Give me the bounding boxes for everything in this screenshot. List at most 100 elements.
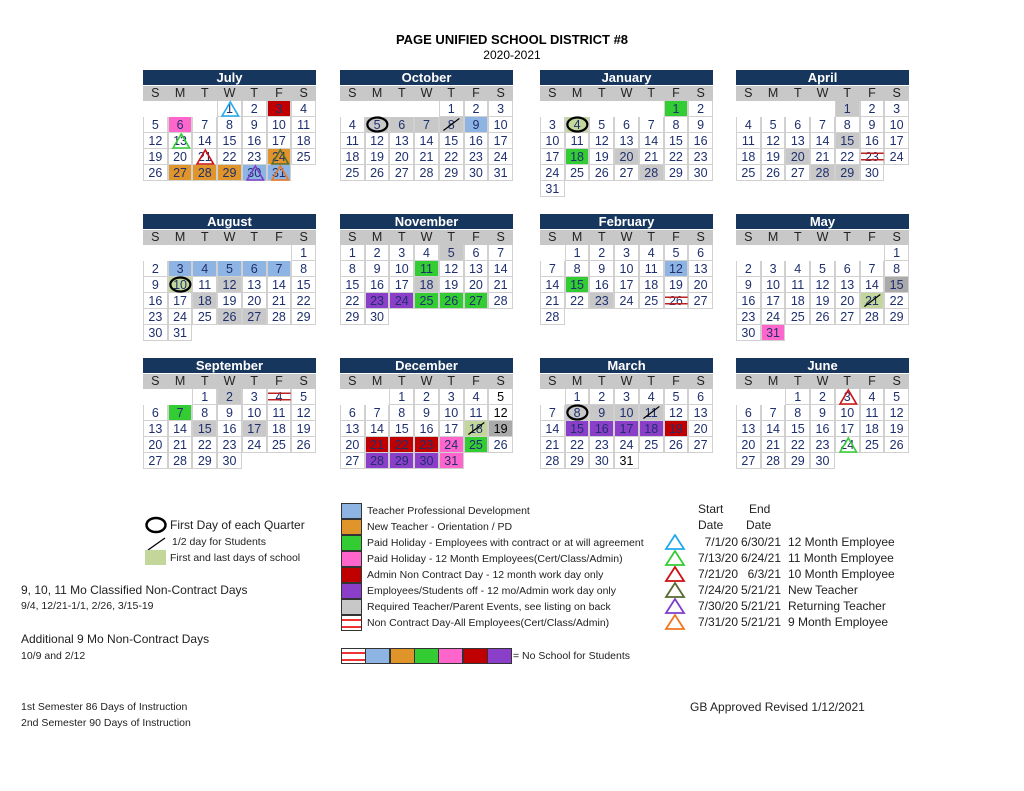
- day-cell: 5: [589, 117, 615, 133]
- legend-first-last: First and last days of school: [170, 552, 301, 564]
- day-cell: 30: [859, 165, 885, 181]
- day-cell: 31: [614, 453, 639, 469]
- day-cell: 16: [241, 133, 267, 149]
- day-cell: 29: [663, 165, 689, 181]
- day-cell: 25: [192, 309, 218, 325]
- day-cell: 7: [760, 405, 786, 421]
- weekday-header: S: [340, 86, 365, 101]
- day-cell: 4: [266, 389, 292, 405]
- day-cell: 10: [167, 276, 193, 293]
- day-cell: 20: [834, 293, 860, 309]
- empty-cell: [589, 101, 614, 117]
- month-title: February: [540, 214, 713, 230]
- day-cell: 4: [785, 261, 811, 277]
- day-cell: 22: [217, 149, 242, 165]
- day-cell: 4: [859, 389, 885, 405]
- day-cell: 28: [540, 453, 565, 469]
- empty-cell: [192, 101, 217, 117]
- day-cell: 24: [389, 293, 415, 309]
- weekday-header: M: [760, 374, 786, 389]
- weekday-header: F: [859, 374, 885, 389]
- weekday-header: T: [638, 86, 664, 101]
- start-date-header: Date: [698, 518, 724, 532]
- day-cell: 3: [488, 101, 513, 117]
- day-cell: 17: [760, 293, 786, 309]
- day-cell: 28: [810, 165, 835, 181]
- weekday-header: S: [143, 230, 168, 245]
- day-cell: 18: [638, 277, 664, 293]
- day-cell: 15: [564, 421, 590, 437]
- day-cell: 8: [217, 117, 242, 133]
- day-cell: 11: [414, 261, 439, 277]
- day-cell: 23: [217, 437, 242, 453]
- first-last-swatch: [145, 550, 166, 565]
- day-cell: 13: [241, 277, 267, 293]
- day-cell: 23: [463, 149, 489, 165]
- day-cell: 2: [859, 101, 885, 117]
- day-cell: 1: [564, 389, 590, 405]
- day-cell: 25: [291, 149, 316, 165]
- day-cell: 6: [688, 389, 713, 405]
- day-cell: 13: [688, 405, 713, 421]
- day-cell: 9: [589, 261, 615, 277]
- weekday-header: T: [389, 374, 415, 389]
- empty-cell: [414, 101, 439, 117]
- start-date: 7/21/20: [697, 567, 738, 581]
- weekday-header: M: [564, 86, 590, 101]
- month-february: February S M T W T F S 1 2 3 4 5 6 7 8 9 10 11 12 13 14 15 16 17…: [540, 214, 713, 325]
- no-school-label: = No School for Students: [513, 650, 631, 662]
- weekday-header: M: [167, 230, 193, 245]
- day-cell: 9: [463, 117, 489, 133]
- day-cell: 15: [192, 421, 218, 437]
- day-cell: 29: [884, 309, 909, 325]
- day-cell: 25: [564, 165, 590, 181]
- employee-type: 10 Month Employee: [788, 567, 895, 581]
- day-cell: 4: [192, 261, 218, 277]
- empty-cell: [192, 245, 217, 261]
- employee-triangle-icon: [664, 582, 686, 598]
- day-cell: 14: [810, 133, 835, 149]
- day-cell: 26: [589, 165, 615, 181]
- weekday-header: S: [291, 86, 316, 101]
- employee-type: 9 Month Employee: [788, 615, 889, 629]
- day-cell: 6: [785, 117, 811, 133]
- month-title: July: [143, 70, 316, 86]
- legend-label: Non Contract Day-All Employees(Cert/Clas…: [367, 617, 610, 629]
- day-cell: 24: [488, 149, 513, 165]
- empty-cell: [365, 101, 390, 117]
- end-date: 6/24/21: [740, 551, 781, 565]
- approved-note: GB Approved Revised 1/12/2021: [690, 700, 865, 714]
- day-cell: 3: [438, 389, 464, 405]
- day-cell: 20: [785, 149, 811, 165]
- day-cell: 20: [688, 277, 713, 293]
- day-cell: 11: [192, 277, 218, 293]
- day-cell: 3: [389, 245, 415, 261]
- empty-cell: [810, 101, 835, 117]
- weekday-header: F: [663, 86, 689, 101]
- weekday-header: S: [540, 86, 565, 101]
- month-september: September S M T W T F S 1 2 3 4 5 6 7 8 9 10 11 12 13 14 15 16 1…: [143, 358, 316, 469]
- day-cell: 29: [834, 165, 860, 181]
- weekday-header: S: [688, 230, 713, 245]
- day-cell: 11: [463, 405, 489, 421]
- start-date: 7/13/20: [697, 551, 738, 565]
- day-cell: 23: [414, 437, 439, 453]
- empty-cell: [143, 101, 168, 117]
- weekday-header: W: [217, 230, 242, 245]
- weekday-header: M: [564, 374, 590, 389]
- day-cell: 14: [364, 421, 390, 437]
- day-cell: 16: [143, 293, 168, 309]
- day-marker-icon: [270, 164, 290, 181]
- day-cell: 15: [438, 133, 464, 149]
- day-cell: 7: [638, 117, 664, 133]
- day-cell: 29: [340, 309, 365, 325]
- day-cell: 29: [785, 453, 811, 469]
- empty-cell: [540, 101, 565, 117]
- day-marker-icon: [365, 116, 389, 133]
- day-cell: 9: [688, 117, 713, 133]
- day-marker-icon: [565, 116, 589, 133]
- day-cell: 9: [414, 405, 439, 421]
- day-cell: 26: [438, 293, 464, 309]
- day-cell: 18: [340, 149, 365, 165]
- start-date: 7/1/20: [704, 535, 738, 549]
